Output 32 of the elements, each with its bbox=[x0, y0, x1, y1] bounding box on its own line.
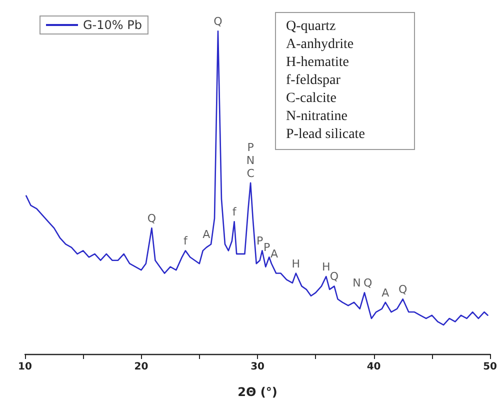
annotation: Q bbox=[398, 283, 408, 296]
annotation: Q bbox=[363, 276, 372, 290]
x-tick-label: 50 bbox=[483, 362, 498, 372]
x-tick-label: 40 bbox=[366, 362, 381, 372]
annotation: N-nitratine bbox=[286, 108, 348, 126]
x-tick-label: 20 bbox=[134, 362, 148, 372]
annotation: C-calcite bbox=[286, 90, 338, 108]
annotation: Q-quartz bbox=[286, 18, 337, 36]
x-tick-label: 30 bbox=[250, 362, 265, 372]
x-axis-title: 2Θ (°) bbox=[238, 385, 278, 399]
annotation: H bbox=[322, 260, 330, 274]
legend-label: G-10% Pb bbox=[83, 18, 142, 32]
annotation: Q bbox=[147, 212, 156, 226]
annotation: P bbox=[256, 234, 264, 248]
x-tick-label: 10 bbox=[18, 362, 32, 372]
annotation: A bbox=[202, 228, 211, 242]
annotation: P bbox=[247, 140, 254, 154]
annotation: H bbox=[292, 257, 300, 270]
annotation: Q bbox=[214, 15, 223, 28]
annotation: A bbox=[382, 286, 390, 300]
annotation: P-lead silicate bbox=[286, 126, 366, 144]
annotation: f-feldspar bbox=[286, 72, 342, 90]
annotation: f bbox=[232, 206, 238, 219]
annotation: C bbox=[246, 166, 255, 180]
annotation: N bbox=[246, 154, 255, 167]
annotation: A bbox=[270, 248, 278, 261]
annotation: A-anhydrite bbox=[286, 36, 355, 54]
annotation: f bbox=[184, 234, 188, 248]
annotation: P bbox=[264, 241, 271, 254]
annotation: N bbox=[352, 276, 361, 290]
annotation: Q bbox=[330, 270, 339, 284]
annotation: H-hematite bbox=[286, 54, 350, 72]
